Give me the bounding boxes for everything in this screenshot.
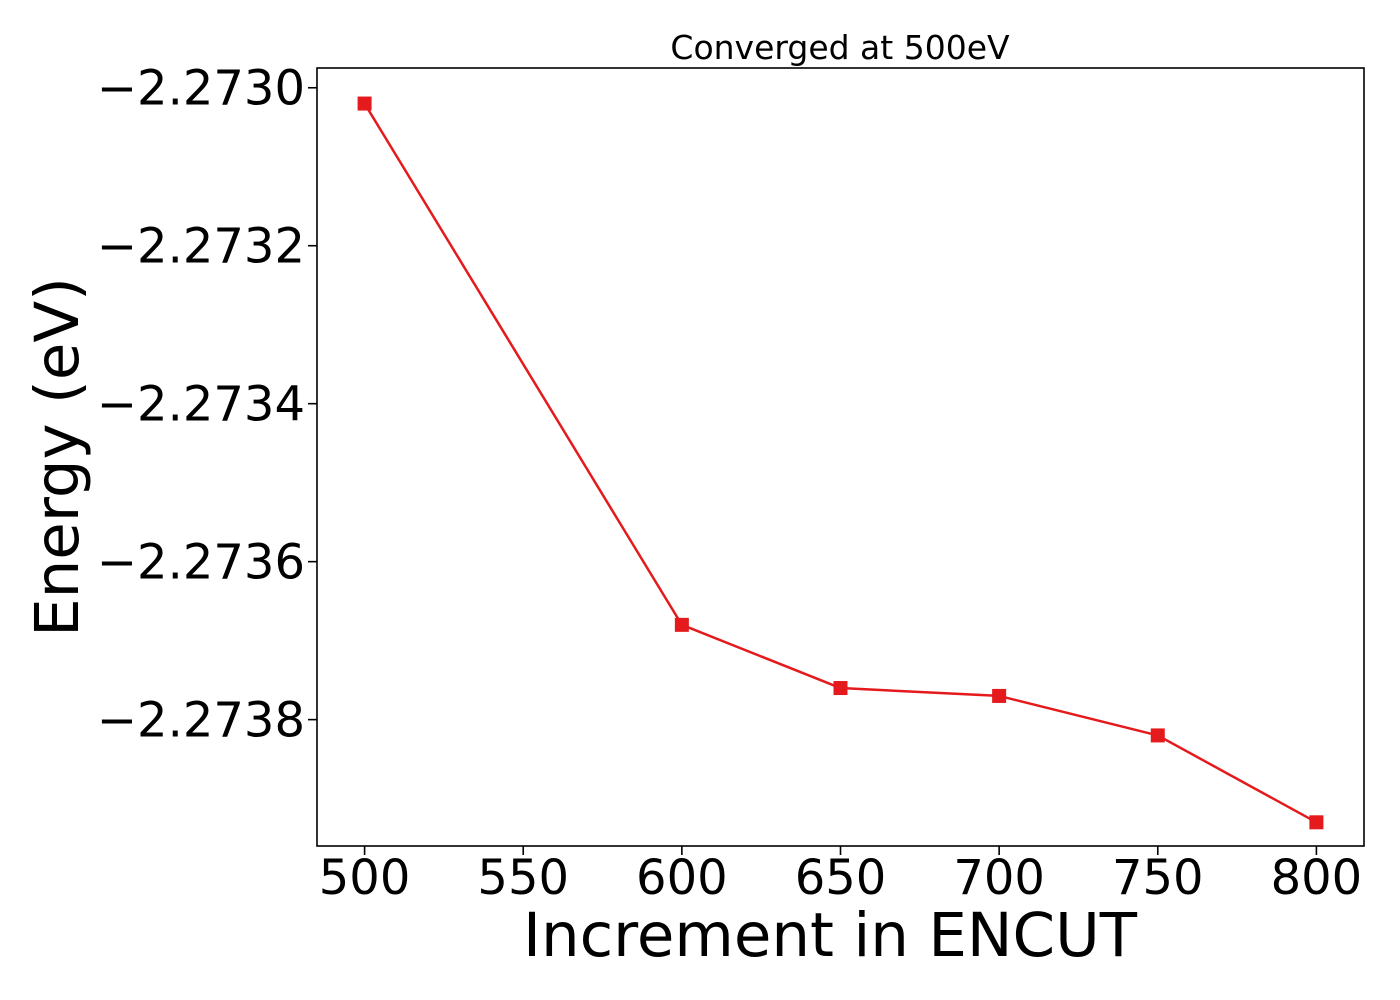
- y-axis-label: Energy (eV): [22, 277, 93, 637]
- data-point: [833, 681, 848, 696]
- x-axis-label: Increment in ENCUT: [523, 900, 1138, 971]
- x-tick-label: 750: [1112, 850, 1204, 906]
- y-axis: −2.2730 −2.2732 −2.2734 −2.2736 −2.2738: [97, 61, 317, 749]
- plot-area: [357, 96, 1324, 830]
- data-point: [674, 617, 689, 632]
- y-tick-label: −2.2732: [97, 219, 305, 275]
- y-tick-label: −2.2730: [97, 61, 305, 117]
- x-tick-label: 600: [636, 850, 728, 906]
- x-tick-label: 700: [953, 850, 1045, 906]
- x-axis: 500 550 600 650 700 750 800: [319, 846, 1362, 906]
- x-tick-label: 550: [477, 850, 569, 906]
- data-point: [1309, 815, 1324, 830]
- y-tick-label: −2.2734: [97, 377, 305, 433]
- data-point: [357, 96, 372, 111]
- series-line: [363, 102, 1318, 824]
- x-tick-label: 800: [1271, 850, 1363, 906]
- x-tick-label: 500: [319, 850, 411, 906]
- data-point: [992, 688, 1007, 703]
- data-point: [1150, 728, 1165, 743]
- chart-title: Converged at 500eV: [670, 28, 1010, 67]
- y-tick-label: −2.2738: [97, 693, 305, 749]
- plot-frame: [316, 67, 1365, 847]
- x-tick-label: 650: [795, 850, 887, 906]
- y-tick-label: −2.2736: [97, 535, 305, 591]
